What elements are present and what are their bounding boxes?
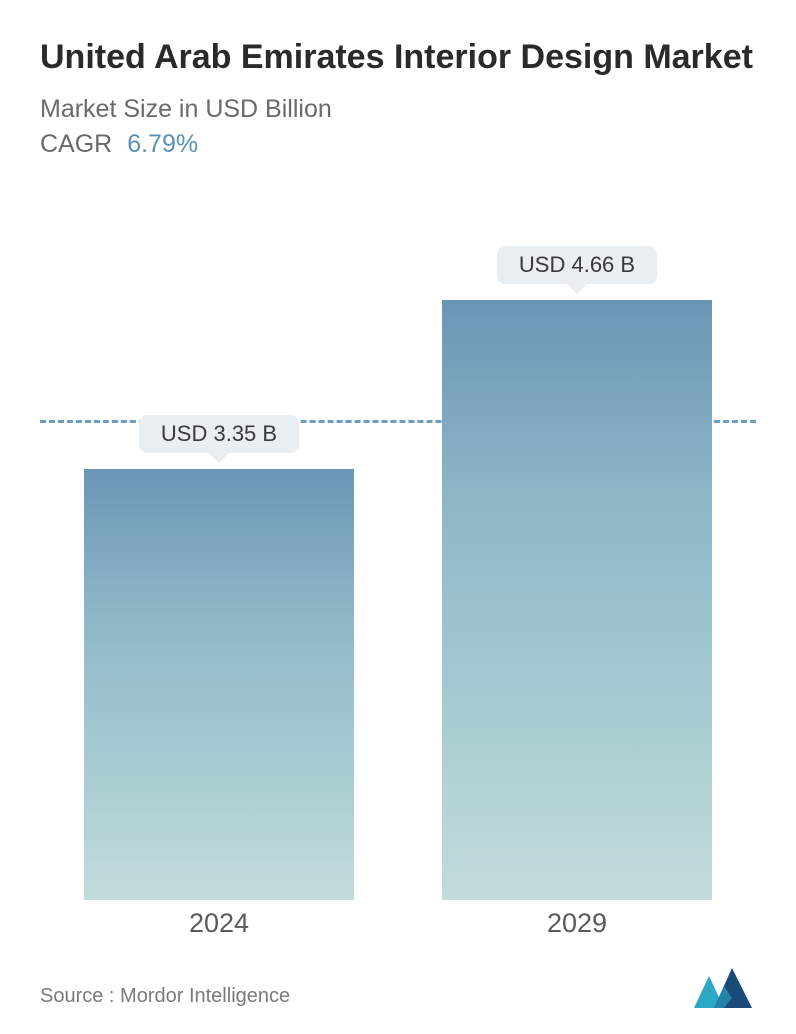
bar-group-1: USD 4.66 B: [427, 246, 727, 900]
chart-title: United Arab Emirates Interior Design Mar…: [40, 36, 756, 79]
source-text: Source : Mordor Intelligence: [40, 985, 290, 1008]
footer: Source : Mordor Intelligence: [40, 968, 756, 1008]
x-label-0: 2024: [69, 908, 369, 939]
bar-0: [84, 469, 354, 900]
bar-value-label-0: USD 3.35 B: [139, 415, 299, 453]
chart-subtitle: Market Size in USD Billion: [40, 95, 756, 124]
bar-1: [442, 300, 712, 900]
bar-value-label-1: USD 4.66 B: [497, 246, 657, 284]
cagr-row: CAGR 6.79%: [40, 130, 756, 159]
cagr-value: 6.79%: [127, 130, 198, 158]
cagr-label: CAGR: [40, 130, 112, 158]
x-axis-labels: 2024 2029: [40, 908, 756, 939]
mordor-logo-icon: [694, 968, 756, 1008]
bar-group-0: USD 3.35 B: [69, 415, 369, 900]
chart-area: USD 3.35 B USD 4.66 B: [40, 240, 756, 900]
x-label-1: 2029: [427, 908, 727, 939]
bars-container: USD 3.35 B USD 4.66 B: [40, 240, 756, 900]
